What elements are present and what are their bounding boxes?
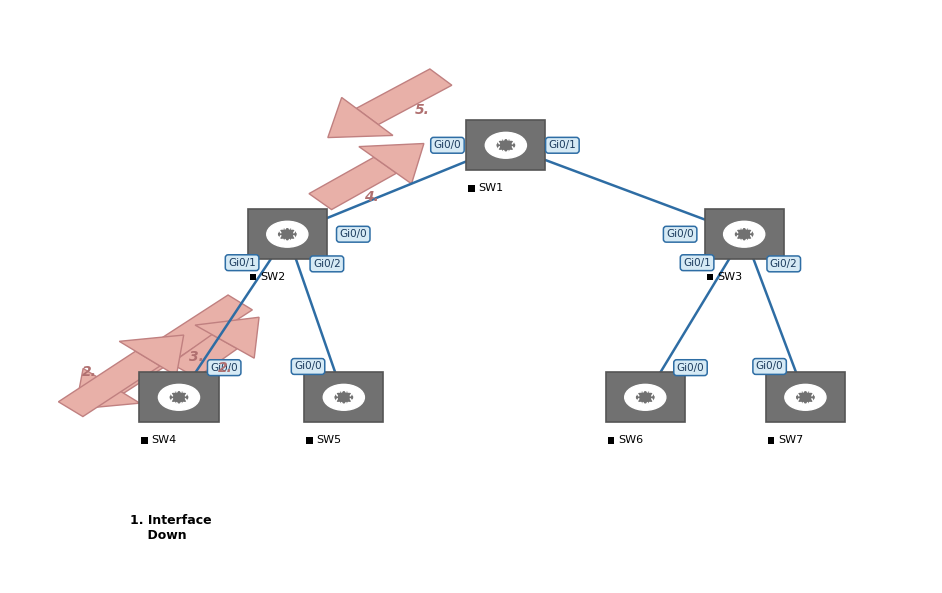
Circle shape (723, 221, 765, 247)
Polygon shape (58, 351, 160, 416)
Polygon shape (120, 335, 184, 376)
Bar (706, 274, 713, 280)
Text: SW7: SW7 (778, 435, 804, 445)
Text: Gi0/0: Gi0/0 (666, 229, 694, 239)
Bar (606, 372, 685, 422)
Bar (248, 209, 327, 259)
Bar (705, 209, 784, 259)
Text: Gi0/0: Gi0/0 (339, 229, 367, 239)
Text: Gi0/0: Gi0/0 (755, 362, 784, 371)
Polygon shape (356, 69, 452, 125)
Text: SW4: SW4 (152, 435, 177, 445)
Text: SW3: SW3 (717, 272, 742, 282)
Text: Gi0/0: Gi0/0 (433, 141, 462, 150)
Text: Gi0/0: Gi0/0 (294, 362, 322, 371)
Circle shape (171, 392, 187, 403)
Circle shape (267, 221, 308, 247)
Polygon shape (328, 97, 393, 138)
Bar (141, 437, 148, 444)
Text: SW2: SW2 (260, 272, 285, 282)
Polygon shape (359, 144, 424, 184)
Circle shape (797, 392, 814, 403)
Polygon shape (75, 368, 139, 409)
Text: 4.: 4. (365, 190, 379, 203)
Text: 2.: 2. (218, 361, 233, 375)
Text: Gi0/1: Gi0/1 (683, 258, 711, 267)
Text: Gi0/1: Gi0/1 (548, 141, 577, 150)
Text: SW5: SW5 (317, 435, 342, 445)
Bar (139, 372, 219, 422)
Text: Gi0/0: Gi0/0 (676, 363, 705, 372)
Circle shape (323, 384, 365, 410)
Circle shape (785, 384, 826, 410)
Bar (468, 185, 475, 192)
Text: 5.: 5. (414, 103, 430, 117)
Text: Gi0/2: Gi0/2 (313, 259, 341, 269)
Circle shape (485, 132, 527, 158)
Polygon shape (195, 317, 259, 358)
Circle shape (497, 140, 514, 151)
Text: 3.: 3. (188, 349, 203, 364)
Bar (304, 372, 383, 422)
Circle shape (736, 229, 753, 240)
Text: 1. Interface
    Down: 1. Interface Down (130, 514, 212, 542)
Circle shape (637, 392, 654, 403)
Circle shape (279, 229, 296, 240)
Text: 2.: 2. (81, 365, 96, 378)
Bar (768, 437, 774, 444)
Bar (466, 120, 545, 170)
Bar (608, 437, 614, 444)
Polygon shape (99, 295, 252, 393)
Circle shape (625, 384, 666, 410)
Circle shape (158, 384, 200, 410)
Text: SW6: SW6 (618, 435, 643, 445)
Bar (306, 437, 313, 444)
Text: Gi0/2: Gi0/2 (770, 259, 798, 269)
Text: SW1: SW1 (479, 183, 504, 193)
Polygon shape (171, 334, 237, 378)
Circle shape (335, 392, 352, 403)
Bar (250, 274, 256, 280)
Text: Gi0/1: Gi0/1 (228, 258, 256, 267)
Bar (766, 372, 845, 422)
Polygon shape (309, 157, 397, 209)
Text: Gi0/0: Gi0/0 (210, 363, 238, 372)
